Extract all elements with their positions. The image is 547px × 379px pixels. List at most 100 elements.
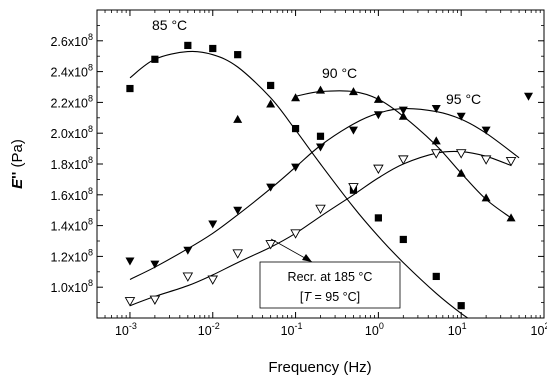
x-axis-ticks: 10-3 10-2 10-1 100 101 102: [96, 10, 547, 338]
y-tick-label-mantissa: 2.6x10: [50, 35, 88, 49]
x-tick-label-base: 10: [531, 324, 545, 338]
x-tick-label: 10-2: [198, 321, 220, 338]
y-tick-label-exponent: 8: [88, 63, 93, 73]
y-tick-label-exponent: 8: [88, 247, 93, 257]
y-tick-label: 2.6x108: [50, 32, 93, 49]
y-tick-label-mantissa: 1.2x10: [50, 250, 88, 264]
data-point-triangle-up: [348, 87, 358, 96]
y-tick-label-mantissa: 1.8x10: [50, 158, 88, 172]
data-point-triangle-down: [291, 163, 301, 172]
data-point-triangle-down-open: [505, 156, 517, 167]
y-tick-label-mantissa: 2.0x10: [50, 127, 88, 141]
y-axis-title-symbol: E: [9, 178, 26, 189]
y-tick-label: 1.4x108: [50, 217, 93, 234]
data-point-triangle-up: [266, 99, 276, 108]
x-tick-label-base: 10: [365, 324, 379, 338]
annotation-line-2: [T = 95 °C]: [300, 290, 360, 304]
data-point-triangle-down: [524, 92, 534, 101]
x-tick-label: 10-1: [281, 321, 303, 338]
markers-series-3: [125, 92, 534, 269]
y-tick-label-exponent: 8: [88, 278, 93, 288]
data-point-triangle-down: [398, 106, 408, 115]
data-point-square: [432, 272, 440, 281]
x-tick-label-base: 10: [448, 324, 462, 338]
data-point-square: [184, 41, 192, 50]
data-point-triangle-down-open: [348, 183, 359, 193]
y-tick-label-mantissa: 1.4x10: [50, 220, 88, 234]
y-tick-label-exponent: 8: [88, 124, 93, 134]
y-tick-label: 2.0x108: [50, 124, 93, 141]
data-point-triangle-down-open: [182, 272, 194, 282]
fit-curve-series-1: [129, 50, 469, 318]
annotation-line-2-open: [: [300, 290, 304, 304]
annotation-line-1: Recr. at 185 °C: [288, 270, 373, 284]
data-point-triangle-down: [183, 246, 193, 255]
y-tick-label: 2.4x108: [50, 63, 93, 80]
annotation-line-2-temp-symbol: T: [303, 290, 312, 304]
data-point-square: [457, 302, 465, 310]
markers-series-4: [124, 149, 517, 307]
fit-curve-series-3: [129, 108, 520, 280]
data-point-triangle-down: [348, 126, 358, 135]
y-axis-title-prime: '': [9, 172, 26, 179]
x-tick-label-exponent: 1: [462, 321, 467, 331]
data-point-triangle-down: [125, 257, 135, 266]
data-point-triangle-down-open: [124, 297, 136, 307]
y-tick-label-exponent: 8: [88, 155, 93, 165]
series-label-90c: 90 °C: [322, 65, 357, 81]
data-point-triangle-down-open: [315, 204, 326, 215]
y-tick-label: 1.8x108: [50, 155, 93, 172]
fit-curve-series-4: [129, 150, 512, 307]
data-point-triangle-down: [373, 111, 383, 120]
data-point-triangle-down-open: [290, 229, 301, 239]
x-tick-label: 102: [531, 321, 547, 338]
x-tick-label-exponent: -2: [212, 321, 220, 331]
y-tick-label-exponent: 8: [88, 32, 93, 42]
data-point-triangle-up: [291, 93, 301, 102]
x-tick-label-base: 10: [115, 324, 129, 338]
data-point-triangle-down-open: [480, 155, 492, 165]
y-tick-label: 1.2x108: [50, 247, 93, 264]
x-tick-label-base: 10: [281, 324, 295, 338]
data-point-triangle-up: [456, 168, 466, 177]
y-axis-title-unit: (Pa): [9, 139, 26, 172]
data-point-triangle-up: [506, 213, 516, 222]
data-point-square: [126, 84, 134, 93]
data-point-triangle-down: [316, 143, 325, 152]
x-tick-label-exponent: -3: [129, 321, 137, 331]
x-tick-label-exponent: 0: [379, 321, 384, 331]
y-axis-ticks: 1.0x1081.2x1081.4x1081.6x1081.8x1082.0x1…: [50, 9, 544, 319]
y-tick-label-exponent: 8: [88, 186, 93, 196]
y-tick-label-mantissa: 2.2x10: [50, 96, 88, 110]
markers-series-2: [233, 85, 516, 222]
y-axis-title: E'' (Pa): [9, 139, 26, 189]
data-point-triangle-up: [431, 136, 441, 145]
data-point-square: [234, 51, 242, 59]
data-point-triangle-down-open: [398, 155, 409, 165]
data-point-triangle-down-open: [373, 164, 384, 175]
y-tick-label: 1.0x108: [50, 278, 93, 295]
x-tick-label-exponent: 2: [544, 321, 547, 331]
x-tick-label: 101: [448, 321, 467, 338]
y-tick-label-mantissa: 1.6x10: [50, 189, 88, 203]
data-point-triangle-up: [316, 85, 325, 94]
annotation-line-2-rest: = 95 °C]: [311, 290, 360, 304]
annotation-box: [259, 261, 401, 309]
data-point-square: [399, 235, 407, 244]
data-point-triangle-down: [150, 260, 160, 269]
x-tick-label: 100: [365, 321, 384, 338]
x-axis-title: Frequency (Hz): [268, 359, 371, 376]
data-point-triangle-down-open: [265, 240, 276, 250]
data-point-triangle-down: [481, 126, 491, 135]
y-tick-label-mantissa: 1.0x10: [50, 281, 88, 295]
data-point-triangle-up: [373, 94, 383, 103]
data-point-triangle-down-open: [455, 149, 467, 159]
data-point-triangle-down-open: [430, 149, 442, 159]
data-point-square: [291, 124, 300, 133]
data-point-triangle-down: [431, 105, 441, 114]
data-point-square: [267, 81, 275, 90]
data-point-triangle-down: [456, 112, 466, 121]
recrystallized-annotation: Recr. at 185 °C [T = 95 °C]: [259, 238, 401, 309]
data-point-triangle-down: [233, 206, 243, 215]
data-markers: [124, 41, 534, 310]
